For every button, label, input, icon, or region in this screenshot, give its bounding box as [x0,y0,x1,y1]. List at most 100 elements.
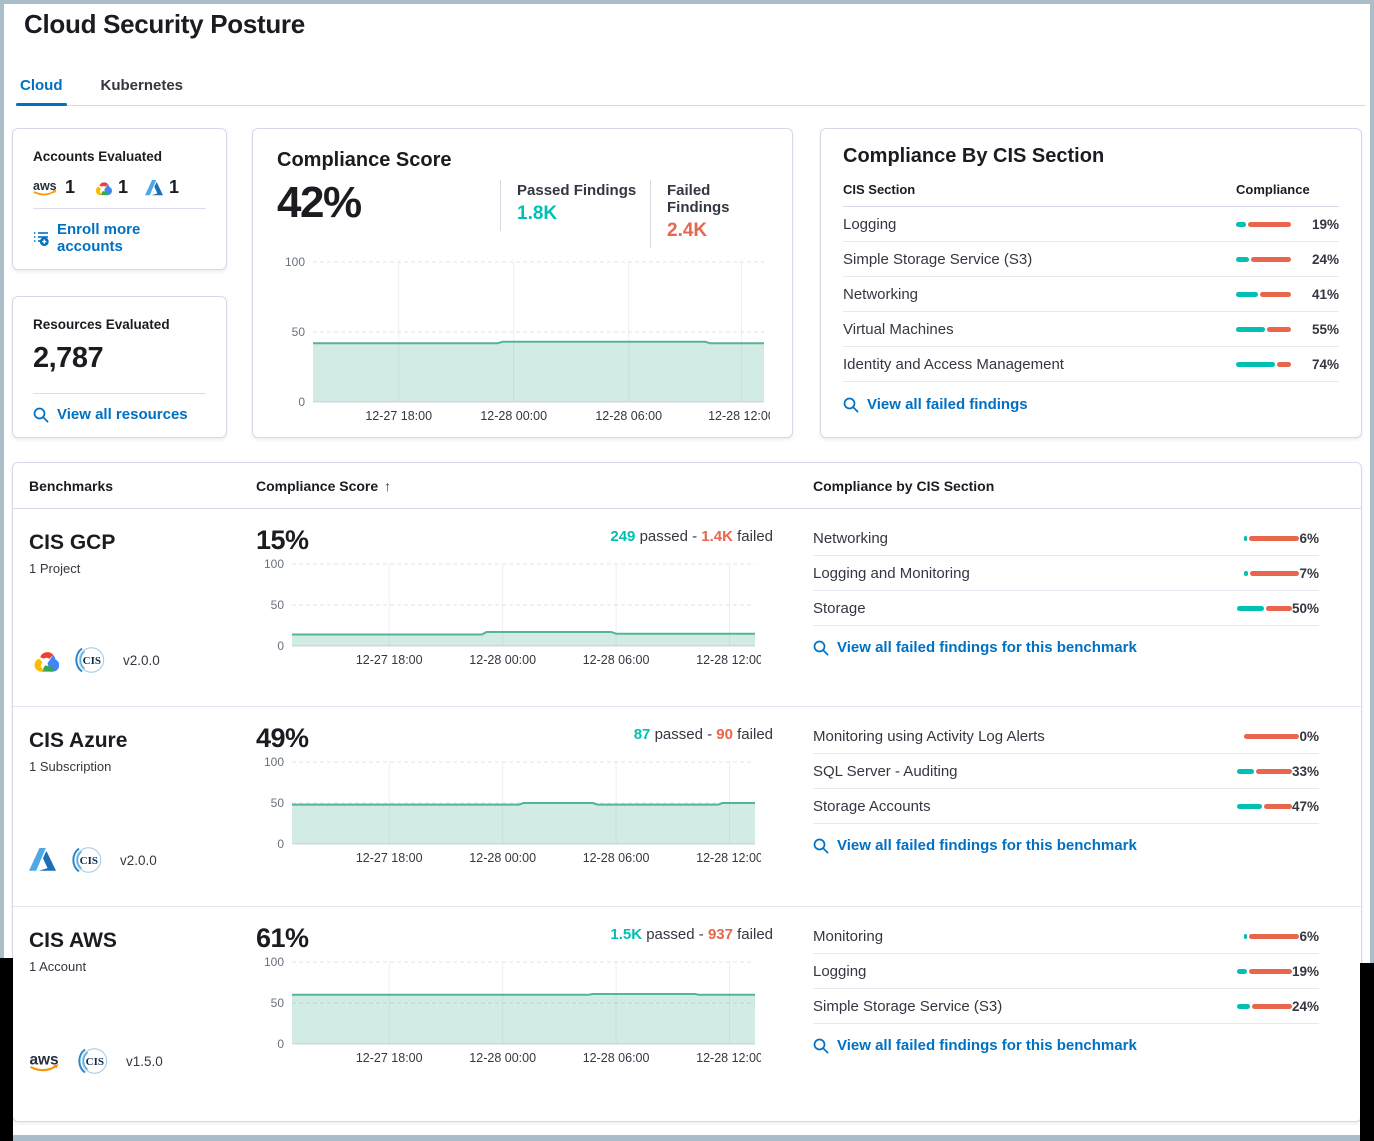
gcp-icon [29,647,59,673]
cis-row-networking[interactable]: Networking 41% [843,277,1339,312]
tab-cloud[interactable]: Cloud [16,69,67,106]
accounts-provider-counts: 1 1 1 [33,177,206,198]
svg-text:100: 100 [285,255,305,269]
azure-account-count: 1 [145,177,179,198]
aws-account-count: 1 [33,177,75,198]
benchmark-cis-row[interactable]: Logging and Monitoring 7% [813,556,1319,591]
divider [33,208,206,209]
benchmark-name: CIS Azure [29,729,128,752]
benchmark-cis-row[interactable]: Networking 6% [813,521,1319,556]
compliance-score-title: Compliance Score [277,149,452,171]
benchmark-score: 15% [256,525,309,555]
view-failed-findings-benchmark-link[interactable]: View all failed findings for this benchm… [813,639,1319,656]
compliance-bar [1236,291,1291,297]
compliance-bar [1236,221,1291,227]
svg-text:12-28 06:00: 12-28 06:00 [583,653,650,667]
resources-evaluated-title: Resources Evaluated [33,317,170,332]
cis-logo-icon [76,1043,112,1079]
benchmark-trend-chart: 0 50 100 12-27 18:00 12-28 00:00 12-28 06:00 1… [256,556,813,675]
benchmark-row-cis-gcp: CIS GCP 1 Project v2.0.0 15% 249 passed … [13,509,1361,707]
benchmarks-sort-compliance-score[interactable]: Compliance Score ↑ [256,477,392,494]
azure-icon [29,848,56,872]
benchmark-name: CIS GCP [29,531,116,554]
svg-text:12-27 18:00: 12-27 18:00 [365,409,432,423]
benchmark-cis-row[interactable]: Monitoring using Activity Log Alerts 0% [813,719,1319,754]
cis-row-s3[interactable]: Simple Storage Service (S3) 24% [843,242,1339,277]
svg-text:12-28 12:00: 12-28 12:00 [708,409,770,423]
accounts-evaluated-card: Accounts Evaluated 1 1 1 Enroll more acc… [12,128,227,270]
compliance-bar [1236,768,1292,774]
page-title: Cloud Security Posture [24,9,305,39]
sort-ascending-icon: ↑ [384,477,392,494]
cis-logo-icon [73,642,109,678]
benchmark-trend-chart: 0 50 100 12-27 18:00 12-28 00:00 12-28 06:00 1… [256,754,813,873]
accounts-evaluated-title: Accounts Evaluated [33,149,163,164]
benchmark-version: v1.5.0 [126,1053,163,1069]
view-all-resources-link[interactable]: View all resources [33,394,206,423]
list-add-icon [33,230,49,246]
svg-text:12-28 00:00: 12-28 00:00 [469,653,536,667]
svg-text:12-28 12:00: 12-28 12:00 [696,1051,761,1065]
compliance-bar [1236,968,1292,974]
benchmark-cis-row[interactable]: Simple Storage Service (S3) 24% [813,989,1319,1024]
svg-text:12-28 00:00: 12-28 00:00 [480,409,547,423]
cis-row-virtual-machines[interactable]: Virtual Machines 55% [843,312,1339,347]
benchmark-cis-row[interactable]: Storage 50% [813,591,1319,626]
failed-findings-stat: Failed Findings 2.4K [650,180,768,248]
benchmark-row-cis-azure: CIS Azure 1 Subscription v2.0.0 49% 87 p… [13,707,1361,907]
passed-findings-stat: Passed Findings 1.8K [500,180,650,231]
compliance-score-card: Compliance Score 42% Passed Findings 1.8… [252,128,793,438]
svg-text:50: 50 [292,325,306,339]
svg-text:50: 50 [271,598,285,612]
benchmark-version: v2.0.0 [123,652,160,668]
cis-row-logging[interactable]: Logging 19% [843,207,1339,242]
view-all-failed-findings-link[interactable]: View all failed findings [843,382,1339,413]
svg-text:0: 0 [277,639,284,653]
svg-text:100: 100 [264,557,284,571]
benchmark-cis-row[interactable]: Monitoring 6% [813,919,1319,954]
svg-text:50: 50 [271,796,285,810]
view-failed-findings-benchmark-link[interactable]: View all failed findings for this benchm… [813,1037,1319,1054]
benchmark-score: 49% [256,723,309,753]
gcp-icon [92,179,112,196]
benchmark-cis-row[interactable]: SQL Server - Auditing 33% [813,754,1319,789]
divider [33,393,206,394]
svg-text:12-28 00:00: 12-28 00:00 [469,1051,536,1065]
benchmarks-table-header: Benchmarks Compliance Score ↑ Compliance … [13,463,1361,509]
cis-logo-icon [70,842,106,878]
compliance-bar [1236,605,1292,611]
benchmark-cis-row[interactable]: Storage Accounts 47% [813,789,1319,824]
benchmark-subtitle: 1 Project [29,561,81,576]
passed-failed-summary: 87 passed - 90 failed [633,726,773,743]
benchmark-subtitle: 1 Account [29,959,87,974]
benchmark-subtitle: 1 Subscription [29,759,112,774]
azure-icon [145,179,164,196]
svg-text:12-28 06:00: 12-28 06:00 [595,409,662,423]
benchmark-cis-row[interactable]: Logging 19% [813,954,1319,989]
svg-text:0: 0 [298,395,305,409]
view-failed-findings-benchmark-link[interactable]: View all failed findings for this benchm… [813,837,1319,854]
enroll-more-accounts-link[interactable]: Enroll more accounts [33,209,206,255]
compliance-bar [1236,361,1291,367]
svg-text:0: 0 [277,837,284,851]
passed-findings-value: 1.8K [517,203,558,224]
passed-failed-summary: 1.5K passed - 937 failed [610,926,773,943]
search-icon [813,640,829,656]
svg-text:12-28 12:00: 12-28 12:00 [696,851,761,865]
cis-row-iam[interactable]: Identity and Access Management 74% [843,347,1339,382]
compliance-bar [1236,803,1292,809]
svg-text:50: 50 [271,996,285,1010]
benchmarks-table-card: Benchmarks Compliance Score ↑ Compliance … [12,462,1362,1122]
resources-evaluated-value: 2,787 [33,342,104,374]
tab-kubernetes[interactable]: Kubernetes [100,77,184,94]
compliance-bar [1244,570,1300,576]
compliance-bar [1244,933,1300,939]
compliance-by-cis-section-card: Compliance By CIS Section CIS Section Co… [820,128,1362,438]
svg-text:12-28 12:00: 12-28 12:00 [696,653,761,667]
benchmark-version: v2.0.0 [120,852,157,868]
cis-section-card-title: Compliance By CIS Section [843,145,1105,167]
compliance-bar [1244,535,1300,541]
search-icon [33,407,49,423]
search-icon [843,397,859,413]
compliance-bar [1244,733,1300,739]
